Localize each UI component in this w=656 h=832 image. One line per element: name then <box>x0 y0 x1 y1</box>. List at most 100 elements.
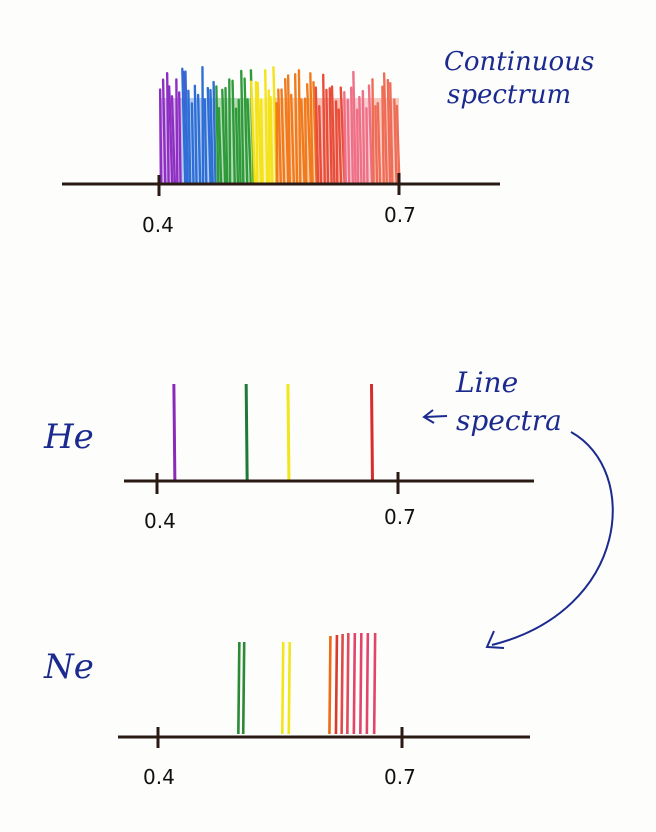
neon-emission-line <box>365 632 370 735</box>
continuous-band-stroke <box>343 90 347 184</box>
continuous-band-stroke <box>305 83 312 184</box>
continuous-band-stroke <box>337 108 343 184</box>
continuous-band-stroke <box>237 98 242 184</box>
continuous-band-stroke <box>196 93 202 184</box>
continuous-band-stroke <box>325 88 330 184</box>
continuous-band-stroke <box>221 88 227 184</box>
continuous-band-stroke <box>240 69 245 184</box>
continuous-band-stroke <box>246 98 253 184</box>
neon-element-label: Ne <box>43 647 94 687</box>
continuous-band-stroke <box>367 84 374 184</box>
neon-emission-lines <box>237 632 377 735</box>
continuous-band-stroke <box>328 87 333 184</box>
continuous-band-stroke <box>334 100 339 184</box>
continuous-band-stroke <box>158 88 163 184</box>
line-spectra-label-line2: spectra <box>456 404 562 437</box>
helium-emission-line <box>172 383 177 482</box>
continuous-band-stroke <box>259 98 264 184</box>
continuous-band-stroke <box>371 78 375 184</box>
helium-emission-line <box>286 383 291 482</box>
continuous-title-line1: Continuous <box>444 47 594 77</box>
continuous-tick-label-right: 0.7 <box>384 203 416 227</box>
helium-tick-label-left: 0.4 <box>144 509 176 533</box>
neon-spectrum-panel: 0.4 0.7 Ne <box>43 632 530 789</box>
helium-tick-label-right: 0.7 <box>384 505 416 529</box>
continuous-band-stroke <box>267 89 271 184</box>
continuous-band-stroke <box>318 105 323 184</box>
line-spectra-annotation: Line spectra <box>422 366 614 649</box>
continuous-band-stroke <box>209 88 214 184</box>
continuous-band-stroke <box>374 105 379 184</box>
continuous-band-stroke <box>386 78 392 184</box>
continuous-band-stroke <box>269 96 274 184</box>
continuous-band-stroke <box>231 79 236 184</box>
continuous-band-stroke <box>217 107 223 184</box>
continuous-band-stroke <box>206 86 212 184</box>
continuous-band-stroke <box>358 95 363 184</box>
continuous-band-stroke <box>184 70 189 184</box>
continuous-band-stroke <box>349 86 355 184</box>
continuous-band-stroke <box>277 88 282 184</box>
continuous-band-stroke <box>249 80 257 184</box>
continuous-band-stroke <box>280 88 286 184</box>
continuous-color-bands <box>158 65 401 184</box>
neon-emission-line <box>352 632 357 735</box>
neon-emission-line <box>328 635 332 735</box>
continuous-band-stroke <box>352 70 357 184</box>
neon-emission-line <box>237 641 241 735</box>
line-spectra-label-line1: Line <box>455 366 518 399</box>
continuous-band-stroke <box>389 82 394 184</box>
continuous-band-stroke <box>224 86 229 184</box>
continuous-band-stroke <box>165 71 170 184</box>
neon-emission-line <box>241 641 246 735</box>
continuous-band-stroke <box>286 74 292 184</box>
continuous-band-stroke <box>293 73 299 184</box>
continuous-band-stroke <box>187 89 192 184</box>
continuous-band-stroke <box>346 98 351 184</box>
helium-emission-line <box>369 383 374 482</box>
continuous-band-stroke <box>175 78 179 184</box>
neon-emission-line <box>334 634 339 735</box>
arrow-to-neon-curve <box>491 431 614 646</box>
continuous-band-stroke <box>312 80 318 184</box>
continuous-band-stroke <box>300 98 306 184</box>
continuous-band-stroke <box>309 72 314 184</box>
continuous-band-stroke <box>393 98 398 184</box>
continuous-band-stroke <box>234 107 240 184</box>
continuous-band-stroke <box>376 102 382 184</box>
continuous-tick-label-left: 0.4 <box>142 213 174 237</box>
neon-emission-line <box>359 632 363 735</box>
continuous-band-stroke <box>243 77 249 184</box>
continuous-band-stroke <box>228 78 232 184</box>
continuous-spectrum-panel: 0.4 0.7 Continuous spectrum <box>62 47 594 237</box>
continuous-band-stroke <box>215 85 220 184</box>
continuous-band-stroke <box>361 89 366 184</box>
continuous-band-stroke <box>256 81 263 184</box>
neon-tick-label-left: 0.4 <box>143 765 175 789</box>
continuous-band-stroke <box>193 84 198 184</box>
continuous-band-stroke <box>321 73 326 184</box>
arrow-to-helium-head <box>422 409 435 424</box>
continuous-band-stroke <box>254 81 259 184</box>
continuous-band-stroke <box>355 108 360 184</box>
continuous-band-stroke <box>339 86 346 184</box>
arrow-to-helium-shaft <box>424 415 448 418</box>
continuous-band-stroke <box>365 107 369 184</box>
continuous-band-stroke <box>170 95 176 184</box>
helium-emission-lines <box>172 383 374 482</box>
neon-tick-label-right: 0.7 <box>384 765 416 789</box>
neon-emission-line <box>340 633 344 735</box>
continuous-band-stroke <box>203 98 208 184</box>
continuous-band-stroke <box>330 85 336 184</box>
continuous-band-stroke <box>177 91 182 184</box>
continuous-band-stroke <box>395 104 401 184</box>
continuous-band-stroke <box>190 102 195 184</box>
neon-emission-line <box>372 632 377 735</box>
continuous-band-stroke <box>201 65 205 184</box>
continuous-band-stroke <box>181 67 187 184</box>
continuous-band-stroke <box>297 69 302 184</box>
continuous-band-stroke <box>264 68 269 184</box>
neon-emission-line <box>346 632 350 735</box>
continuous-band-stroke <box>167 85 174 184</box>
